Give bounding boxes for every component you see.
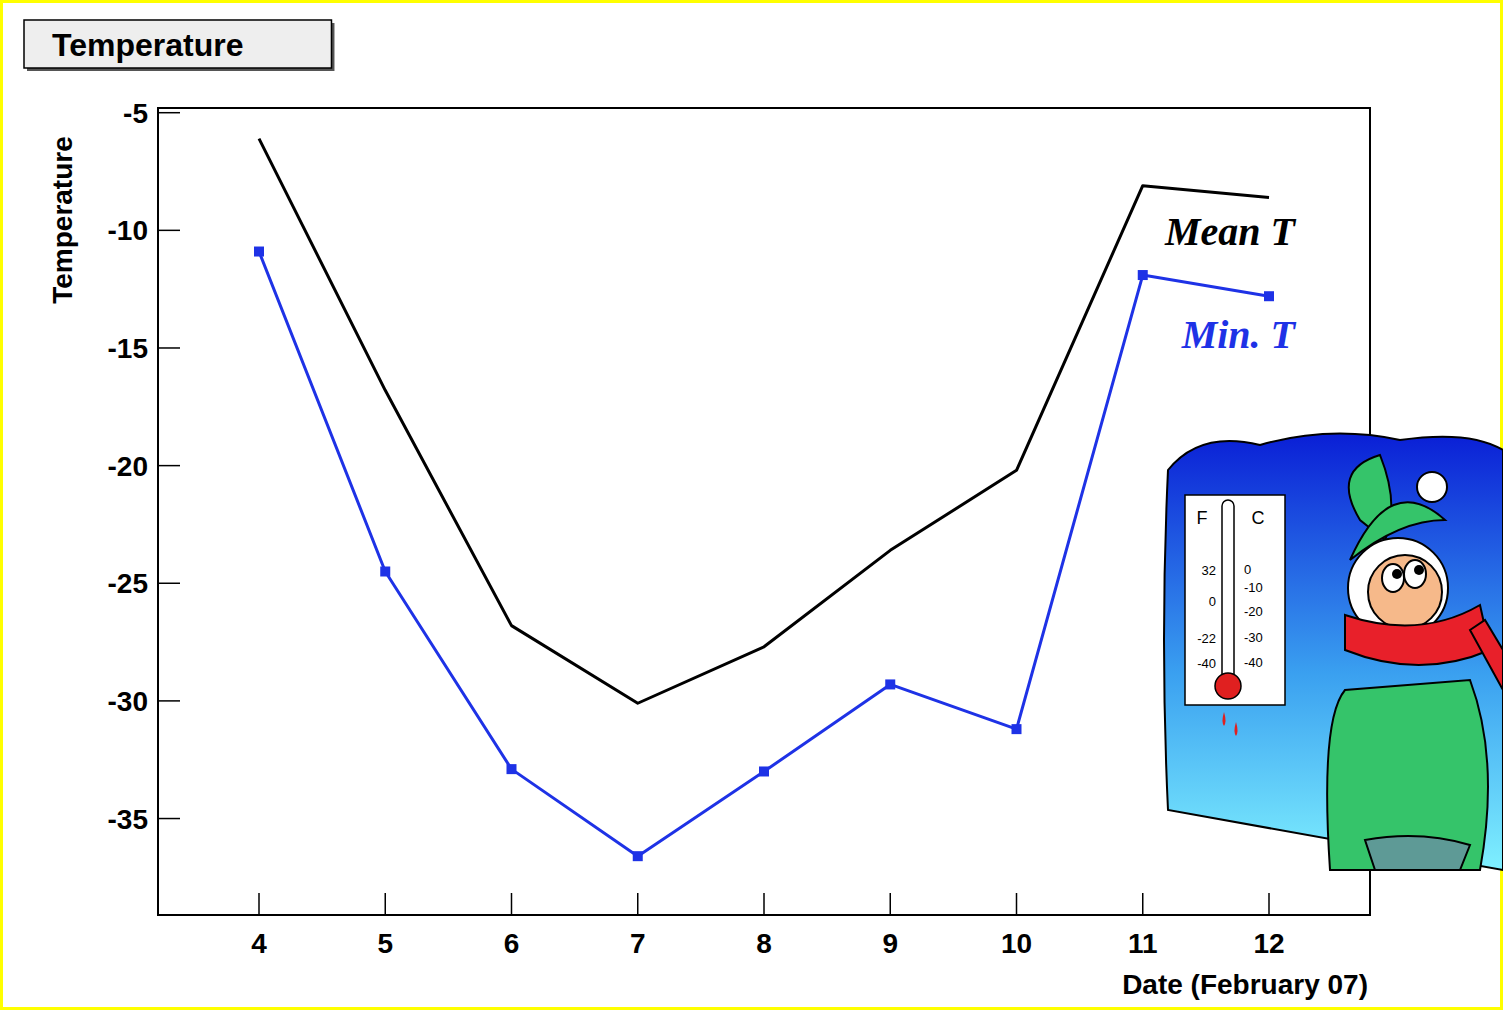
title: Temperature bbox=[52, 27, 243, 63]
x-axis-title: Date (February 07) bbox=[1122, 969, 1368, 1000]
y-axis-title: Temperature bbox=[47, 136, 78, 304]
y-tick-label: -5 bbox=[123, 98, 148, 129]
y-tick-label: -20 bbox=[108, 451, 148, 482]
y-tick bbox=[158, 230, 180, 232]
thermo-bulb bbox=[1215, 673, 1241, 699]
pupil bbox=[1392, 569, 1402, 579]
drip bbox=[1235, 722, 1238, 736]
marker bbox=[1264, 291, 1274, 301]
page-frame bbox=[2, 2, 1502, 1009]
x-tick-label: 11 bbox=[1128, 928, 1158, 959]
trousers bbox=[1365, 836, 1470, 870]
celsius-label: 0 bbox=[1244, 562, 1251, 577]
y-tick-label: -25 bbox=[108, 568, 148, 599]
fahrenheit-label: 32 bbox=[1202, 563, 1216, 578]
pupil bbox=[1414, 565, 1424, 575]
x-tick bbox=[511, 893, 513, 915]
x-tick bbox=[258, 893, 260, 915]
y-tick-label: -30 bbox=[108, 686, 148, 717]
series-line bbox=[259, 139, 1269, 704]
title-box: Temperature bbox=[24, 20, 334, 71]
x-tick-label: 12 bbox=[1253, 928, 1284, 959]
series-line bbox=[259, 252, 1269, 857]
x-tick-label: 6 bbox=[504, 928, 520, 959]
y-tick bbox=[158, 583, 180, 585]
y-tick-label: -35 bbox=[108, 804, 148, 835]
y-tick-label: -10 bbox=[108, 215, 148, 246]
pompom bbox=[1417, 472, 1447, 502]
thermo-tube bbox=[1222, 500, 1234, 680]
jacket bbox=[1327, 680, 1488, 870]
plot-area bbox=[254, 139, 1274, 862]
marker bbox=[633, 851, 643, 861]
thermo-head: F bbox=[1197, 508, 1208, 528]
x-tick bbox=[637, 893, 639, 915]
x-tick-label: 4 bbox=[251, 928, 267, 959]
celsius-label: -20 bbox=[1244, 604, 1263, 619]
y-tick-label: -15 bbox=[108, 333, 148, 364]
x-tick-label: 10 bbox=[1001, 928, 1032, 959]
celsius-label: -40 bbox=[1244, 655, 1263, 670]
scarf-end bbox=[1470, 620, 1503, 690]
cartoon: F C 32 0 -22 -40 0 -10 -20 -30 -40 bbox=[1164, 434, 1503, 870]
x-tick-label: 7 bbox=[630, 928, 646, 959]
sky-blob bbox=[1164, 434, 1503, 870]
background bbox=[0, 0, 1503, 1010]
fahrenheit-label: -22 bbox=[1197, 631, 1216, 646]
marker bbox=[1138, 270, 1148, 280]
fahrenheit-label: 0 bbox=[1209, 594, 1216, 609]
fahrenheit-label: -40 bbox=[1197, 656, 1216, 671]
hat bbox=[1350, 502, 1445, 560]
x-tick bbox=[763, 893, 765, 915]
series-label: Min. T bbox=[1181, 312, 1297, 357]
marker bbox=[759, 766, 769, 776]
celsius-label: -10 bbox=[1244, 580, 1263, 595]
scarf bbox=[1345, 605, 1490, 665]
eye bbox=[1382, 564, 1404, 592]
eye bbox=[1404, 560, 1426, 588]
x-tick bbox=[1142, 893, 1144, 915]
thermo-panel bbox=[1185, 495, 1285, 705]
y-tick bbox=[158, 347, 180, 349]
marker bbox=[507, 764, 517, 774]
y-tick bbox=[158, 112, 180, 114]
marker bbox=[380, 566, 390, 576]
x-tick-label: 8 bbox=[756, 928, 772, 959]
face bbox=[1368, 555, 1442, 629]
x-tick-label: 5 bbox=[377, 928, 393, 959]
marker bbox=[1012, 724, 1022, 734]
series-label: Mean T bbox=[1164, 209, 1297, 254]
celsius-label: -30 bbox=[1244, 630, 1263, 645]
y-tick bbox=[158, 700, 180, 702]
x-tick bbox=[1268, 893, 1270, 915]
drip bbox=[1223, 712, 1226, 726]
x-tick bbox=[1016, 893, 1018, 915]
x-tick bbox=[385, 893, 387, 915]
y-tick bbox=[158, 818, 180, 820]
x-tick-label: 9 bbox=[882, 928, 898, 959]
thermo-head: C bbox=[1252, 508, 1265, 528]
marker bbox=[885, 679, 895, 689]
chart-root: Temperature -35 -30 -25 -20 -15 -10 -5 4 5 6 7 8 9 10 1… bbox=[0, 0, 1503, 1010]
x-tick bbox=[890, 893, 892, 915]
y-tick bbox=[158, 465, 180, 467]
marker bbox=[254, 247, 264, 257]
title-frame bbox=[24, 20, 331, 68]
